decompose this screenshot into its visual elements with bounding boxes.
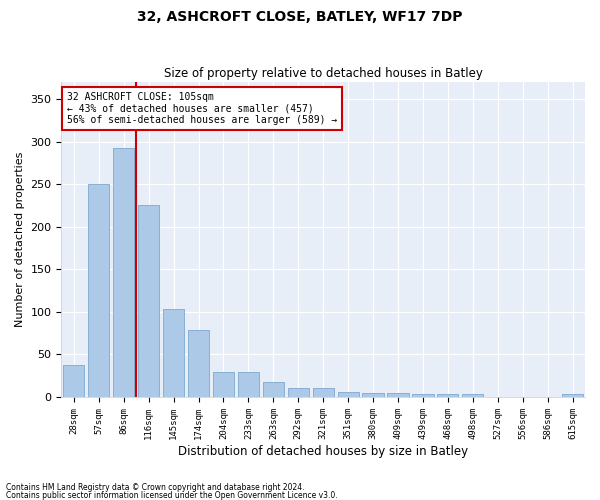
Bar (412, 394, 434, 397)
Bar (437, 394, 458, 397)
Bar (213, 372, 234, 397)
Bar (462, 394, 484, 397)
Text: Contains HM Land Registry data © Crown copyright and database right 2024.: Contains HM Land Registry data © Crown c… (6, 483, 305, 492)
Bar (163, 310, 184, 397)
Title: Size of property relative to detached houses in Batley: Size of property relative to detached ho… (164, 66, 482, 80)
Bar (287, 388, 309, 397)
Bar (362, 392, 383, 397)
Bar (88, 184, 109, 397)
Text: 32, ASHCROFT CLOSE, BATLEY, WF17 7DP: 32, ASHCROFT CLOSE, BATLEY, WF17 7DP (137, 10, 463, 24)
Bar (188, 330, 209, 397)
Text: 32 ASHCROFT CLOSE: 105sqm
← 43% of detached houses are smaller (457)
56% of semi: 32 ASHCROFT CLOSE: 105sqm ← 43% of detac… (67, 92, 337, 124)
Text: Contains public sector information licensed under the Open Government Licence v3: Contains public sector information licen… (6, 490, 338, 500)
Bar (562, 394, 583, 397)
Bar (388, 392, 409, 397)
Bar (238, 372, 259, 397)
Bar (338, 392, 359, 397)
Bar (138, 206, 159, 397)
Bar (313, 388, 334, 397)
Y-axis label: Number of detached properties: Number of detached properties (15, 152, 25, 327)
Bar (113, 148, 134, 397)
Bar (263, 382, 284, 397)
Bar (63, 364, 85, 397)
X-axis label: Distribution of detached houses by size in Batley: Distribution of detached houses by size … (178, 444, 468, 458)
